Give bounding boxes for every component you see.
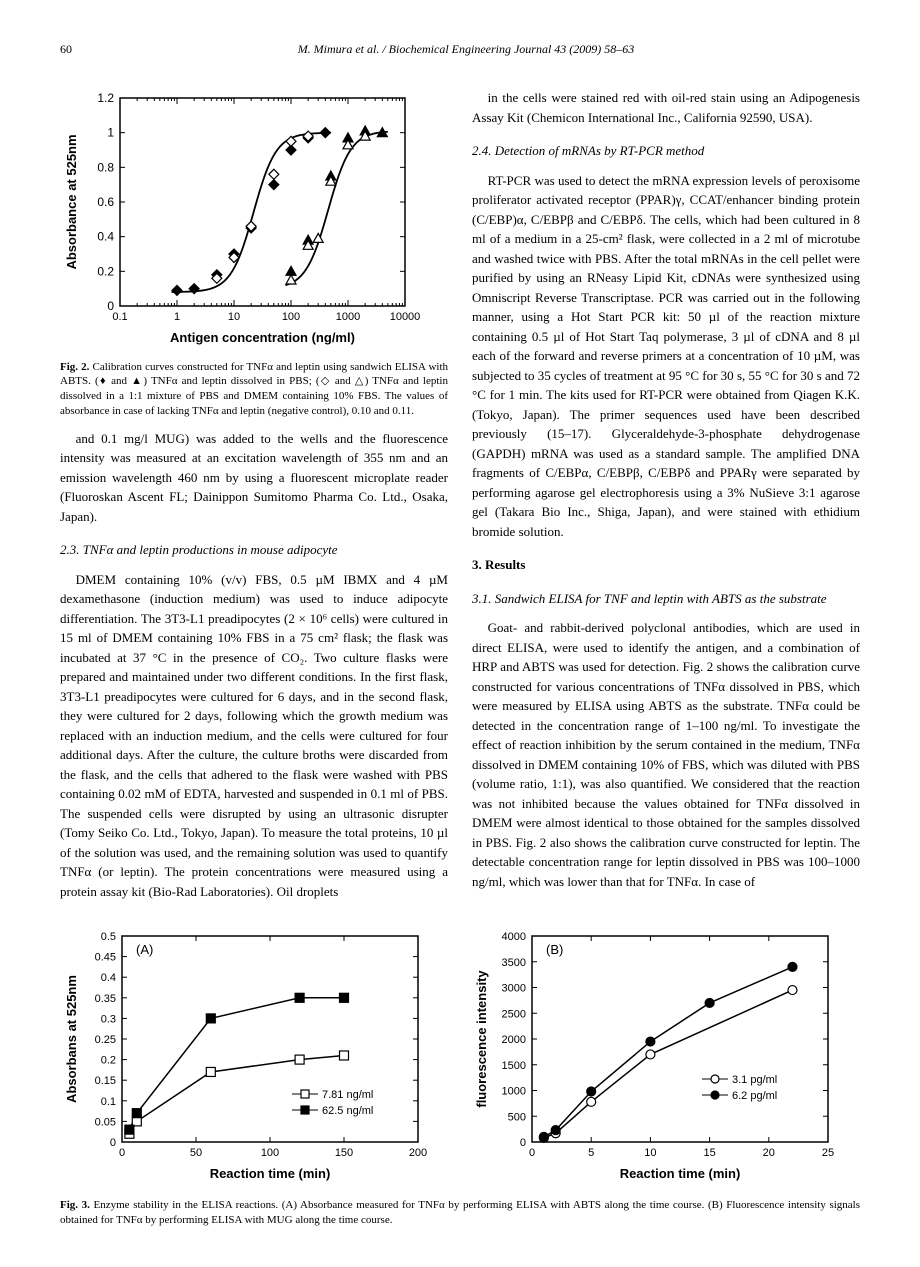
svg-text:fluorescence intensity: fluorescence intensity: [474, 970, 489, 1108]
section-3: 3. Results: [472, 555, 860, 575]
para-4: RT-PCR was used to detect the mRNA expre…: [472, 171, 860, 542]
section-3-1: 3.1. Sandwich ELISA for TNF and leptin w…: [472, 589, 860, 609]
svg-text:2000: 2000: [502, 1034, 526, 1046]
fig3a-chart: 0 0.05 0.1 0.15 0.2 0.25 0.3 0.35 0.4 0.45 0.5 0 50 1…: [60, 924, 430, 1184]
svg-text:1: 1: [174, 311, 180, 323]
para-3: in the cells were stained red with oil-r…: [472, 88, 860, 127]
fig3-caption-text: Enzyme stability in the ELISA reactions.…: [60, 1199, 860, 1226]
svg-text:100: 100: [261, 1147, 279, 1159]
svg-text:0.1: 0.1: [112, 311, 127, 323]
fig3-caption: Fig. 3. Enzyme stability in the ELISA re…: [60, 1198, 860, 1228]
svg-text:100: 100: [282, 311, 300, 323]
svg-text:0.2: 0.2: [101, 1055, 116, 1067]
svg-text:0.4: 0.4: [97, 230, 114, 244]
svg-text:(A): (A): [136, 942, 153, 957]
citation: M. Mimura et al. / Biochemical Engineeri…: [298, 40, 635, 58]
svg-text:0.45: 0.45: [95, 952, 116, 964]
svg-text:0: 0: [520, 1137, 526, 1149]
svg-text:0.05: 0.05: [95, 1117, 116, 1129]
svg-text:500: 500: [508, 1111, 526, 1123]
svg-text:0: 0: [110, 1137, 116, 1149]
svg-text:1000: 1000: [336, 311, 360, 323]
svg-text:200: 200: [409, 1147, 427, 1159]
fig3-label: Fig. 3.: [60, 1199, 90, 1211]
svg-text:3000: 3000: [502, 983, 526, 995]
svg-text:3500: 3500: [502, 957, 526, 969]
svg-text:62.5 ng/ml: 62.5 ng/ml: [322, 1105, 373, 1117]
para-5: Goat- and rabbit-derived polyclonal anti…: [472, 618, 860, 891]
svg-text:0: 0: [529, 1147, 535, 1159]
svg-text:0.1: 0.1: [101, 1096, 116, 1108]
svg-text:0.35: 0.35: [95, 993, 116, 1005]
section-2-3: 2.3. TNFα and leptin productions in mous…: [60, 540, 448, 560]
svg-text:0.5: 0.5: [101, 931, 116, 943]
svg-text:Reaction time (min): Reaction time (min): [620, 1166, 741, 1181]
svg-text:1500: 1500: [502, 1060, 526, 1072]
svg-text:0.2: 0.2: [97, 264, 114, 278]
para-2: DMEM containing 10% (v/v) FBS, 0.5 µM IB…: [60, 570, 448, 902]
svg-text:7.81 ng/ml: 7.81 ng/ml: [322, 1089, 373, 1101]
svg-text:150: 150: [335, 1147, 353, 1159]
svg-text:5: 5: [588, 1147, 594, 1159]
svg-text:0: 0: [119, 1147, 125, 1159]
svg-text:0.3: 0.3: [101, 1014, 116, 1026]
svg-text:50: 50: [190, 1147, 202, 1159]
svg-text:Reaction time (min): Reaction time (min): [210, 1166, 331, 1181]
svg-text:1: 1: [107, 126, 114, 140]
svg-text:0.8: 0.8: [97, 160, 114, 174]
svg-text:0.15: 0.15: [95, 1075, 116, 1087]
svg-text:1.2: 1.2: [97, 91, 114, 105]
svg-text:Absorbans at 525nm: Absorbans at 525nm: [64, 975, 79, 1103]
svg-text:25: 25: [822, 1147, 834, 1159]
svg-text:10: 10: [644, 1147, 656, 1159]
fig2-caption: Fig. 2. Calibration curves constructed f…: [60, 360, 448, 419]
svg-text:10000: 10000: [390, 311, 420, 323]
page-number: 60: [60, 40, 72, 58]
svg-text:(B): (B): [546, 942, 563, 957]
svg-text:Antigen concentration (ng/ml): Antigen concentration (ng/ml): [170, 330, 355, 345]
svg-text:6.2 pg/ml: 6.2 pg/ml: [732, 1090, 777, 1102]
svg-text:2500: 2500: [502, 1008, 526, 1020]
fig2-chart: 00.20.40.60.811.20.1110100100010000Antig…: [60, 88, 420, 348]
svg-text:Absorbance at 525nm: Absorbance at 525nm: [64, 134, 79, 269]
svg-text:20: 20: [763, 1147, 775, 1159]
fig2-label: Fig. 2.: [60, 361, 89, 373]
figure-2: 00.20.40.60.811.20.1110100100010000Antig…: [60, 88, 448, 419]
svg-text:0.6: 0.6: [97, 195, 114, 209]
figure-3: 00.050.10.150.20.250.30.350.40.450.50501…: [60, 924, 860, 1190]
svg-text:15: 15: [703, 1147, 715, 1159]
fig2-caption-text: Calibration curves constructed for TNFα …: [60, 361, 448, 418]
svg-text:4000: 4000: [502, 931, 526, 943]
fig3b-chart: 0 500 1000 1500 2000 2500 3000 3500 4000 0 5 10 15 20…: [470, 924, 840, 1184]
svg-text:0.25: 0.25: [95, 1034, 116, 1046]
svg-text:3.1 pg/ml: 3.1 pg/ml: [732, 1074, 777, 1086]
para-1: and 0.1 mg/l MUG) was added to the wells…: [60, 429, 448, 527]
body-columns: 00.20.40.60.811.20.1110100100010000Antig…: [60, 88, 860, 904]
svg-text:0.4: 0.4: [101, 972, 116, 984]
running-header: 60 M. Mimura et al. / Biochemical Engine…: [60, 40, 860, 58]
svg-text:1000: 1000: [502, 1086, 526, 1098]
svg-text:10: 10: [228, 311, 240, 323]
section-2-4: 2.4. Detection of mRNAs by RT-PCR method: [472, 141, 860, 161]
